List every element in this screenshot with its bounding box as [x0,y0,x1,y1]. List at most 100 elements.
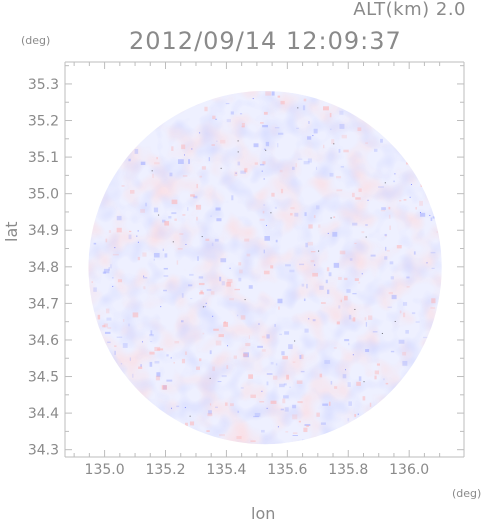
echo-speckle [362,396,366,401]
echo-speckle [97,314,101,320]
echo-speckle [215,340,222,346]
echo-speckle [385,246,387,251]
echo-speckle [120,363,123,365]
echo-speckle [353,317,356,322]
echo-speckle [199,292,205,295]
echo-speckle [157,348,164,351]
echo-speckle [189,421,195,426]
sparse-pixel [143,275,145,277]
echo-speckle [155,375,160,381]
sparse-pixel [252,98,254,100]
echo-speckle [171,199,178,205]
echo-speckle [208,410,212,415]
echo-speckle [419,200,423,206]
echo-speckle [340,299,342,303]
echo-speckle [328,401,331,406]
echo-speckle [229,298,234,301]
echo-speckle [330,380,333,385]
echo-speckle [112,253,119,256]
sparse-pixel [333,143,335,145]
echo-speckle [281,351,285,356]
echo-speckle [289,269,295,273]
echo-speckle [399,200,402,202]
echo-speckle [274,206,277,209]
echo-speckle [237,161,241,166]
echo-speckle [295,163,297,168]
echo-speckle [253,143,259,148]
echo-speckle [142,277,148,279]
echo-speckle [230,403,234,407]
echo-speckle [290,207,295,210]
echo-speckle [280,100,285,105]
echo-speckle [201,166,206,170]
sparse-pixel [297,107,299,109]
echo-speckle [339,250,346,255]
sparse-pixel [357,413,359,415]
sparse-pixel [215,118,217,120]
echo-speckle [365,224,368,226]
echo-speckle [236,435,242,439]
echo-speckle [266,334,270,339]
sparse-pixel [352,354,354,356]
echo-speckle [331,139,335,145]
echo-speckle [420,184,423,188]
echo-speckle [121,185,125,187]
echo-speckle [210,291,215,295]
echo-speckle [380,209,386,212]
echo-speckle [176,260,179,265]
echo-speckle [368,315,373,320]
echo-speckle [292,361,296,363]
echo-speckle [298,263,305,266]
echo-speckle [205,238,210,241]
echo-speckle [346,289,351,293]
echo-speckle [430,251,436,254]
sparse-pixel [265,149,267,151]
echo-speckle [195,204,202,210]
echo-speckle [374,370,380,375]
sparse-pixel [363,381,365,383]
echo-speckle [130,189,135,194]
echo-speckle [338,276,342,280]
echo-speckle [390,276,394,280]
echo-speckle [188,284,193,287]
x-tick-label: 136.0 [389,462,429,478]
sparse-pixel [220,167,222,169]
echo-speckle [388,206,391,210]
echo-speckle [106,317,112,321]
echo-speckle [300,370,305,373]
echo-speckle [143,286,146,290]
echo-speckle [265,141,270,147]
echo-speckle [279,333,283,336]
echo-speckle [163,275,169,277]
echo-speckle [239,269,243,274]
echo-speckle [140,209,145,213]
echo-speckle [190,194,195,197]
echo-speckle [185,351,187,355]
echo-speckle [196,216,198,221]
sparse-pixel [381,332,383,334]
echo-speckle [116,336,123,338]
echo-speckle [263,249,265,254]
echo-speckle [319,285,324,290]
echo-speckle [163,267,168,270]
echo-speckle [270,265,274,269]
echo-speckle [308,121,310,124]
echo-speckle [193,195,198,199]
echo-speckle [237,410,240,413]
echo-speckle [263,204,266,206]
echo-speckle [166,354,169,357]
sparse-pixel [345,369,347,371]
echo-speckle [278,132,284,135]
echo-speckle [177,248,183,250]
echo-speckle [352,192,355,198]
sparse-pixel [183,154,185,156]
echo-speckle [266,381,269,386]
echo-speckle [263,111,268,115]
echo-speckle [415,321,420,323]
y-tick-label: 34.5 [28,370,59,386]
echo-speckle [330,128,332,130]
echo-speckle [339,110,344,115]
echo-speckle [176,405,180,408]
echo-speckle [393,180,396,183]
echo-speckle [226,119,231,123]
